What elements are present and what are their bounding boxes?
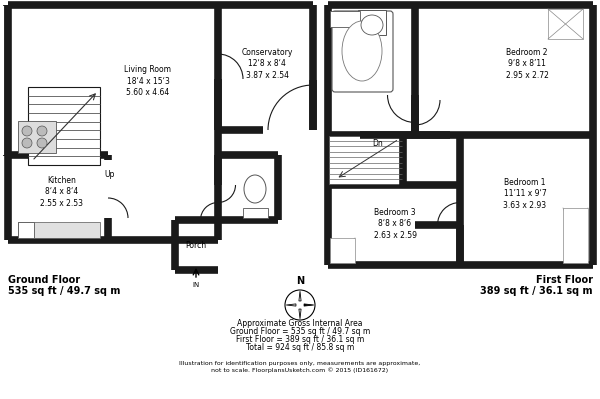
- Polygon shape: [299, 309, 301, 319]
- Text: Bedroom 3
8‘8 x 8‘6
2.63 x 2.59: Bedroom 3 8‘8 x 8‘6 2.63 x 2.59: [373, 208, 416, 240]
- Text: Bedroom 2
9‘8 x 8’11
2.95 x 2.72: Bedroom 2 9‘8 x 8’11 2.95 x 2.72: [506, 48, 548, 80]
- Bar: [243, 208, 268, 218]
- Bar: [563, 208, 588, 263]
- Bar: [548, 9, 583, 39]
- Text: Total = 924 sq ft / 85.8 sq m: Total = 924 sq ft / 85.8 sq m: [246, 343, 354, 352]
- Text: Dn: Dn: [373, 139, 383, 148]
- Ellipse shape: [361, 15, 383, 35]
- Bar: [330, 11, 360, 27]
- Circle shape: [22, 138, 32, 148]
- Bar: [28, 87, 100, 165]
- Text: N: N: [296, 276, 304, 286]
- Circle shape: [22, 126, 32, 136]
- Ellipse shape: [244, 175, 266, 203]
- Bar: [358, 10, 386, 35]
- Text: 389 sq ft / 36.1 sq m: 389 sq ft / 36.1 sq m: [481, 286, 593, 296]
- Ellipse shape: [342, 21, 382, 81]
- FancyBboxPatch shape: [332, 11, 393, 92]
- Text: 535 sq ft / 49.7 sq m: 535 sq ft / 49.7 sq m: [8, 286, 121, 296]
- Text: Conservatory
12‘8 x 8‘4
3.87 x 2.54: Conservatory 12‘8 x 8‘4 3.87 x 2.54: [241, 48, 293, 80]
- Circle shape: [285, 290, 315, 320]
- Bar: [330, 238, 355, 263]
- Text: IN: IN: [193, 282, 200, 288]
- Polygon shape: [304, 304, 314, 306]
- Polygon shape: [286, 304, 296, 306]
- Text: Up: Up: [104, 170, 115, 179]
- Text: Bedroom 1
11’11 x 9‘7
3.63 x 2.93: Bedroom 1 11’11 x 9‘7 3.63 x 2.93: [503, 178, 547, 210]
- Text: Approximate Gross Internal Area: Approximate Gross Internal Area: [237, 319, 363, 328]
- Text: First Floor = 389 sq ft / 36.1 sq m: First Floor = 389 sq ft / 36.1 sq m: [236, 335, 364, 344]
- Bar: [329, 136, 402, 184]
- Bar: [18, 222, 34, 238]
- Text: Ground Floor: Ground Floor: [8, 275, 80, 285]
- Text: Living Room
18‘4 x 15‘3
5.60 x 4.64: Living Room 18‘4 x 15‘3 5.60 x 4.64: [125, 65, 172, 97]
- Circle shape: [37, 126, 47, 136]
- Polygon shape: [299, 291, 301, 301]
- Bar: [18, 222, 100, 238]
- Text: Kitchen
8‘4 x 8‘4
2.55 x 2.53: Kitchen 8‘4 x 8‘4 2.55 x 2.53: [41, 176, 83, 208]
- Text: Porch: Porch: [185, 241, 206, 249]
- Text: Illustration for identification purposes only, measurements are approximate,
not: Illustration for identification purposes…: [179, 361, 421, 373]
- Circle shape: [37, 138, 47, 148]
- Text: Ground Floor = 535 sq ft / 49.7 sq m: Ground Floor = 535 sq ft / 49.7 sq m: [230, 327, 370, 336]
- Bar: [18, 121, 56, 153]
- Text: First Floor: First Floor: [536, 275, 593, 285]
